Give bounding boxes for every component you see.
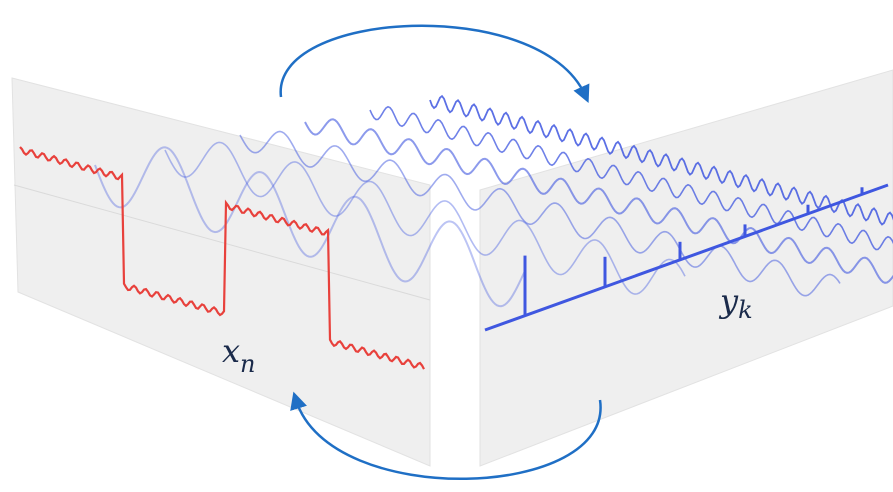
label-base: x — [222, 332, 240, 370]
label-sub: n — [240, 350, 255, 378]
label-sub: k — [738, 296, 753, 324]
label-base: y — [718, 282, 739, 320]
fourier-diagram: xn yk — [0, 0, 893, 492]
time-panel — [12, 78, 430, 466]
forward-arrow — [281, 26, 585, 97]
